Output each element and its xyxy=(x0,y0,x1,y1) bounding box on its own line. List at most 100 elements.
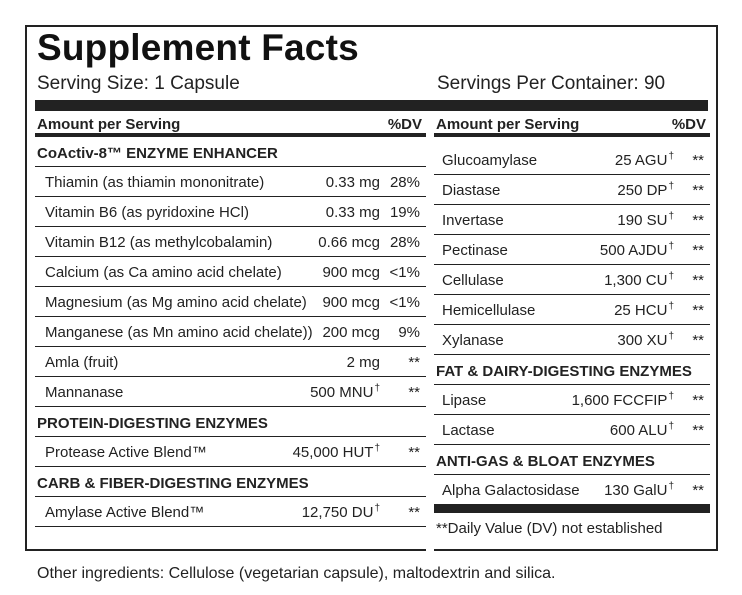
nutrient-name: Lactase xyxy=(442,422,495,439)
nutrient-amount: 500 MNU† xyxy=(310,384,380,402)
nutrient-name: Amla (fruit) xyxy=(45,354,119,371)
daily-value: 9% xyxy=(398,324,420,341)
nutrient-name: Vitamin B6 (as pyridoxine HCl) xyxy=(45,204,249,221)
nutrient-amount: 500 AJDU† xyxy=(599,242,674,260)
amount-value: 1,600 FCCFIP xyxy=(571,392,668,409)
amount-value: 600 ALU xyxy=(609,422,668,439)
amount-value: 300 XU xyxy=(617,332,668,349)
nutrient-name: Manganese (as Mn amino acid chelate)) xyxy=(45,324,313,341)
amount-value: 0.33 mg xyxy=(325,174,380,191)
nutrient-name: Protease Active Blend™ xyxy=(45,444,207,461)
nutrient-row: Pectinase 500 AJDU† ** xyxy=(434,235,710,265)
nutrient-row: Cellulase 1,300 CU† ** xyxy=(434,265,710,295)
section-title: PROTEIN-DIGESTING ENZYMES xyxy=(37,415,268,432)
nutrient-amount: 1,300 CU† xyxy=(604,271,674,290)
nutrient-row: Amylase Active Blend™ 12,750 DU† ** xyxy=(35,497,426,527)
daily-value: 28% xyxy=(389,174,420,191)
nutrient-amount: 900 mcg xyxy=(322,264,380,281)
nutrient-name: Amylase Active Blend™ xyxy=(45,504,205,521)
nutrient-row: Magnesium (as Mg amino acid chelate) 900 … xyxy=(35,287,426,317)
amount-per-serving-label: Amount per Serving xyxy=(37,116,181,133)
amount-value: 1,300 CU xyxy=(604,272,668,289)
servings-per-container: Servings Per Container: 90 xyxy=(437,73,666,94)
daily-value: ** xyxy=(692,242,704,259)
nutrient-name: Thiamin (as thiamin mononitrate) xyxy=(45,174,265,191)
nutrient-name: Invertase xyxy=(442,212,504,229)
dagger-mark: † xyxy=(668,481,674,492)
nutrient-amount: 200 mcg xyxy=(322,324,380,341)
section-title: ANTI-GAS & BLOAT ENZYMES xyxy=(436,453,655,470)
nutrient-row: Mannanase 500 MNU† ** xyxy=(35,377,426,407)
daily-value: ** xyxy=(692,332,704,349)
daily-value: ** xyxy=(692,422,704,439)
nutrient-amount: 0.33 mg xyxy=(326,204,380,221)
daily-value: ** xyxy=(692,182,704,199)
serving-size: Serving Size: 1 Capsule xyxy=(37,73,240,94)
dagger-mark: † xyxy=(668,301,674,312)
nutrient-amount: 0.66 mcg xyxy=(318,234,380,251)
nutrient-row: Alpha Galactosidase 130 GalU† ** xyxy=(434,475,710,505)
daily-value: ** xyxy=(692,392,704,409)
dagger-mark: † xyxy=(668,181,674,192)
thick-divider xyxy=(434,505,710,513)
amount-value: 45,000 HUT xyxy=(292,444,374,461)
nutrient-amount: 1,600 FCCFIP† xyxy=(571,391,674,410)
nutrient-amount: 25 HCU† xyxy=(614,301,674,320)
section-heading: ANTI-GAS & BLOAT ENZYMES xyxy=(434,445,710,475)
dagger-mark: † xyxy=(668,271,674,282)
nutrient-row: Lipase 1,600 FCCFIP† ** xyxy=(434,385,710,415)
footnote: **Daily Value (DV) not established xyxy=(434,513,710,543)
section-heading: CoActiv-8™ ENZYME ENHANCER xyxy=(35,137,426,167)
supplement-facts-panel: Supplement Facts Serving Size: 1 Capsule… xyxy=(25,25,718,551)
nutrient-row: Protease Active Blend™ 45,000 HUT† ** xyxy=(35,437,426,467)
dagger-mark: † xyxy=(668,421,674,432)
amount-value: 900 mcg xyxy=(322,264,380,281)
nutrient-name: Magnesium (as Mg amino acid chelate) xyxy=(45,294,307,311)
nutrient-name: Mannanase xyxy=(45,384,124,401)
daily-value: <1% xyxy=(389,264,420,281)
amount-value: 190 SU xyxy=(617,212,668,229)
nutrient-row: Xylanase 300 XU† ** xyxy=(434,325,710,355)
amount-value: 25 AGU xyxy=(614,152,668,169)
dagger-mark: † xyxy=(668,331,674,342)
dagger-mark: † xyxy=(668,391,674,402)
thick-divider xyxy=(35,100,708,111)
nutrient-row: Hemicellulase 25 HCU† ** xyxy=(434,295,710,325)
nutrient-amount: 250 DP† xyxy=(617,181,674,200)
nutrient-name: Hemicellulase xyxy=(442,302,536,319)
nutrient-amount: 45,000 HUT† xyxy=(292,443,380,462)
other-ingredients: Other ingredients: Cellulose (vegetarian… xyxy=(37,565,556,582)
dv-label: %DV xyxy=(387,116,422,133)
daily-value: ** xyxy=(408,384,420,401)
nutrient-name: Glucoamylase xyxy=(442,152,538,169)
amount-value: 500 AJDU xyxy=(599,242,668,259)
nutrient-name: Lipase xyxy=(442,392,487,409)
dv-label: %DV xyxy=(671,116,706,133)
dagger-mark: † xyxy=(668,151,674,162)
daily-value: ** xyxy=(692,272,704,289)
dagger-mark: † xyxy=(374,443,380,454)
nutrient-name: Alpha Galactosidase xyxy=(442,482,580,499)
section-heading: PROTEIN-DIGESTING ENZYMES xyxy=(35,407,426,437)
nutrient-amount: 25 AGU† xyxy=(614,151,674,170)
amount-value: 200 mcg xyxy=(322,324,380,341)
dagger-mark: † xyxy=(374,503,380,514)
amount-value: 130 GalU xyxy=(604,482,668,499)
nutrient-name: Pectinase xyxy=(442,242,508,259)
right-column: Amount per Serving %DV Glucoamylase 25 AG… xyxy=(434,111,710,543)
daily-value: <1% xyxy=(389,294,420,311)
nutrient-row: Manganese (as Mn amino acid chelate)) 200… xyxy=(35,317,426,347)
nutrient-row: Calcium (as Ca amino acid chelate) 900 mc… xyxy=(35,257,426,287)
daily-value: 19% xyxy=(389,204,420,221)
daily-value: ** xyxy=(408,504,420,521)
nutrient-row: Thiamin (as thiamin mononitrate) 0.33 mg 2… xyxy=(35,167,426,197)
column-separator xyxy=(426,111,434,551)
amount-value: 500 MNU xyxy=(310,384,374,401)
amount-per-serving-label: Amount per Serving xyxy=(436,116,580,133)
amount-value: 2 mg xyxy=(346,354,380,371)
panel-title: Supplement Facts xyxy=(37,27,359,68)
section-heading: CARB & FIBER-DIGESTING ENZYMES xyxy=(35,467,426,497)
nutrient-row: Diastase 250 DP† ** xyxy=(434,175,710,205)
daily-value: ** xyxy=(692,302,704,319)
right-header: Amount per Serving %DV xyxy=(434,111,710,137)
